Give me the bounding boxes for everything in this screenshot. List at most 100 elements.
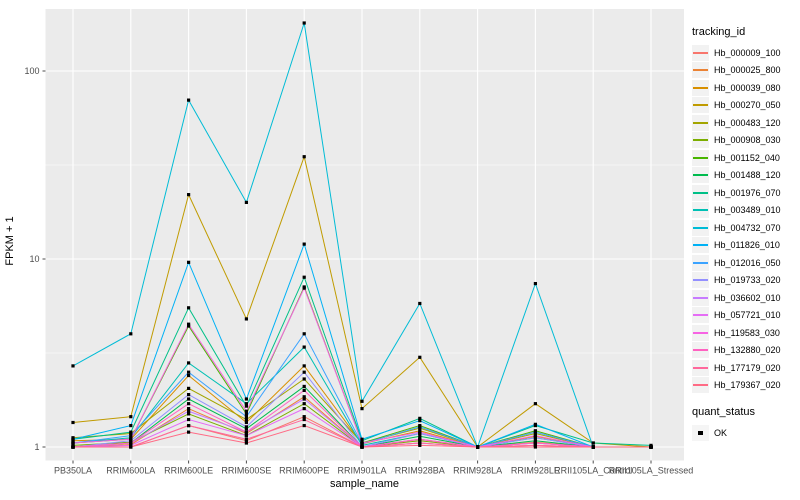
legend-key-line-icon [692, 324, 709, 341]
data-point [244, 441, 248, 445]
data-point [360, 407, 364, 411]
data-point [591, 441, 595, 445]
data-point [302, 415, 306, 419]
data-point [187, 306, 191, 310]
data-point [244, 425, 248, 429]
data-point [187, 423, 191, 428]
data-point [302, 388, 306, 393]
legend-items-tracking-id: Hb_000009_100 Hb_000025_800 Hb_000039_080 H… [692, 44, 798, 394]
x-tick-label: RRIM600PE [279, 466, 329, 476]
legend-item-label: Hb_001488_120 [714, 170, 781, 181]
x-tick-label: RRIM600LE [164, 466, 213, 476]
data-point [244, 433, 248, 438]
legend-key-line-icon [692, 44, 709, 61]
data-point [418, 434, 422, 438]
data-point [244, 437, 248, 441]
x-tick-label: PB350LA [54, 466, 92, 476]
data-point [360, 437, 364, 441]
data-point [187, 324, 191, 328]
legend-item: Hb_004732_070 [692, 219, 798, 237]
data-point [244, 409, 248, 413]
legend-item: Hb_001488_120 [692, 167, 798, 185]
data-point [649, 445, 653, 449]
data-point [244, 402, 248, 406]
legend-key-line-icon [692, 132, 709, 149]
data-point [129, 437, 133, 441]
data-point [302, 155, 306, 159]
data-point [187, 417, 191, 422]
legend-item-label: Hb_036602_010 [714, 292, 781, 303]
legend-key-line-icon [692, 342, 709, 359]
plot-panel [45, 9, 684, 461]
legend-title-tracking-id: tracking_id [692, 26, 746, 38]
legend-key-line-icon [692, 289, 709, 306]
data-point [533, 445, 537, 449]
data-point [244, 420, 248, 425]
legend-key-line-icon [692, 149, 709, 166]
data-point [244, 317, 248, 321]
data-point [187, 373, 191, 378]
legend-item-label: Hb_057721_010 [714, 310, 781, 321]
legend-item: Hb_011826_010 [692, 237, 798, 255]
legend-key-line-icon [692, 272, 709, 289]
data-point [476, 445, 480, 449]
data-point [187, 260, 191, 264]
legend-item: Hb_000039_080 [692, 79, 798, 97]
x-axis-title: sample_name [329, 478, 400, 490]
data-point [360, 445, 364, 449]
legend-item-label: Hb_001976_070 [714, 187, 781, 198]
legend-item: Hb_057721_010 [692, 307, 798, 325]
data-point [187, 361, 191, 365]
data-point [418, 430, 422, 434]
data-point [187, 322, 191, 326]
data-point [244, 404, 248, 408]
legend-key-line-icon [692, 114, 709, 131]
legend-item-label: OK [714, 427, 728, 438]
data-point [302, 286, 306, 290]
data-point [533, 430, 537, 434]
legend-item: Hb_003489_010 [692, 202, 798, 220]
data-point [533, 422, 537, 426]
data-point [129, 445, 133, 449]
legend-key-line-icon [692, 307, 709, 324]
x-tick-label: RRIM600SE [221, 466, 271, 476]
data-point [418, 437, 422, 441]
legend-items-quant-status: OK [692, 424, 798, 442]
data-point [129, 430, 133, 434]
data-point [71, 445, 75, 449]
data-point [533, 433, 537, 438]
data-point [187, 370, 191, 374]
legend-item: Hb_001152_040 [692, 149, 798, 167]
data-point [244, 200, 248, 205]
data-point [244, 427, 248, 431]
x-tick-label: RRIM928LE [511, 466, 560, 476]
data-point [302, 332, 306, 336]
data-point [533, 436, 537, 440]
data-point [533, 402, 537, 406]
data-point [418, 419, 422, 423]
y-tick-label: 100 [24, 66, 39, 76]
data-point [129, 433, 133, 438]
x-tick-label: RRIM600LA [106, 466, 155, 476]
legend-key-line-icon [692, 254, 709, 271]
legend-key-line-icon [692, 219, 709, 236]
data-point [129, 443, 133, 447]
legend-item: Hb_179367_020 [692, 377, 798, 395]
legend-item-label: Hb_177179_020 [714, 362, 781, 373]
data-point [360, 441, 364, 445]
data-point [302, 395, 306, 399]
x-tick-label: RRII105LA_Stressed [609, 466, 694, 476]
data-point [302, 397, 306, 401]
y-tick-label: 1 [34, 442, 39, 452]
legend-item: Hb_036602_010 [692, 289, 798, 307]
data-point [302, 417, 306, 422]
data-point [71, 364, 75, 368]
data-point [129, 441, 133, 445]
legend-item-label: Hb_001152_040 [714, 152, 780, 163]
data-point [302, 364, 306, 368]
legend-key-line-icon [692, 62, 709, 79]
legend-key-line-icon [692, 237, 709, 254]
legend-item: Hb_000270_050 [692, 97, 798, 115]
data-point [71, 443, 75, 447]
data-point [533, 281, 537, 286]
